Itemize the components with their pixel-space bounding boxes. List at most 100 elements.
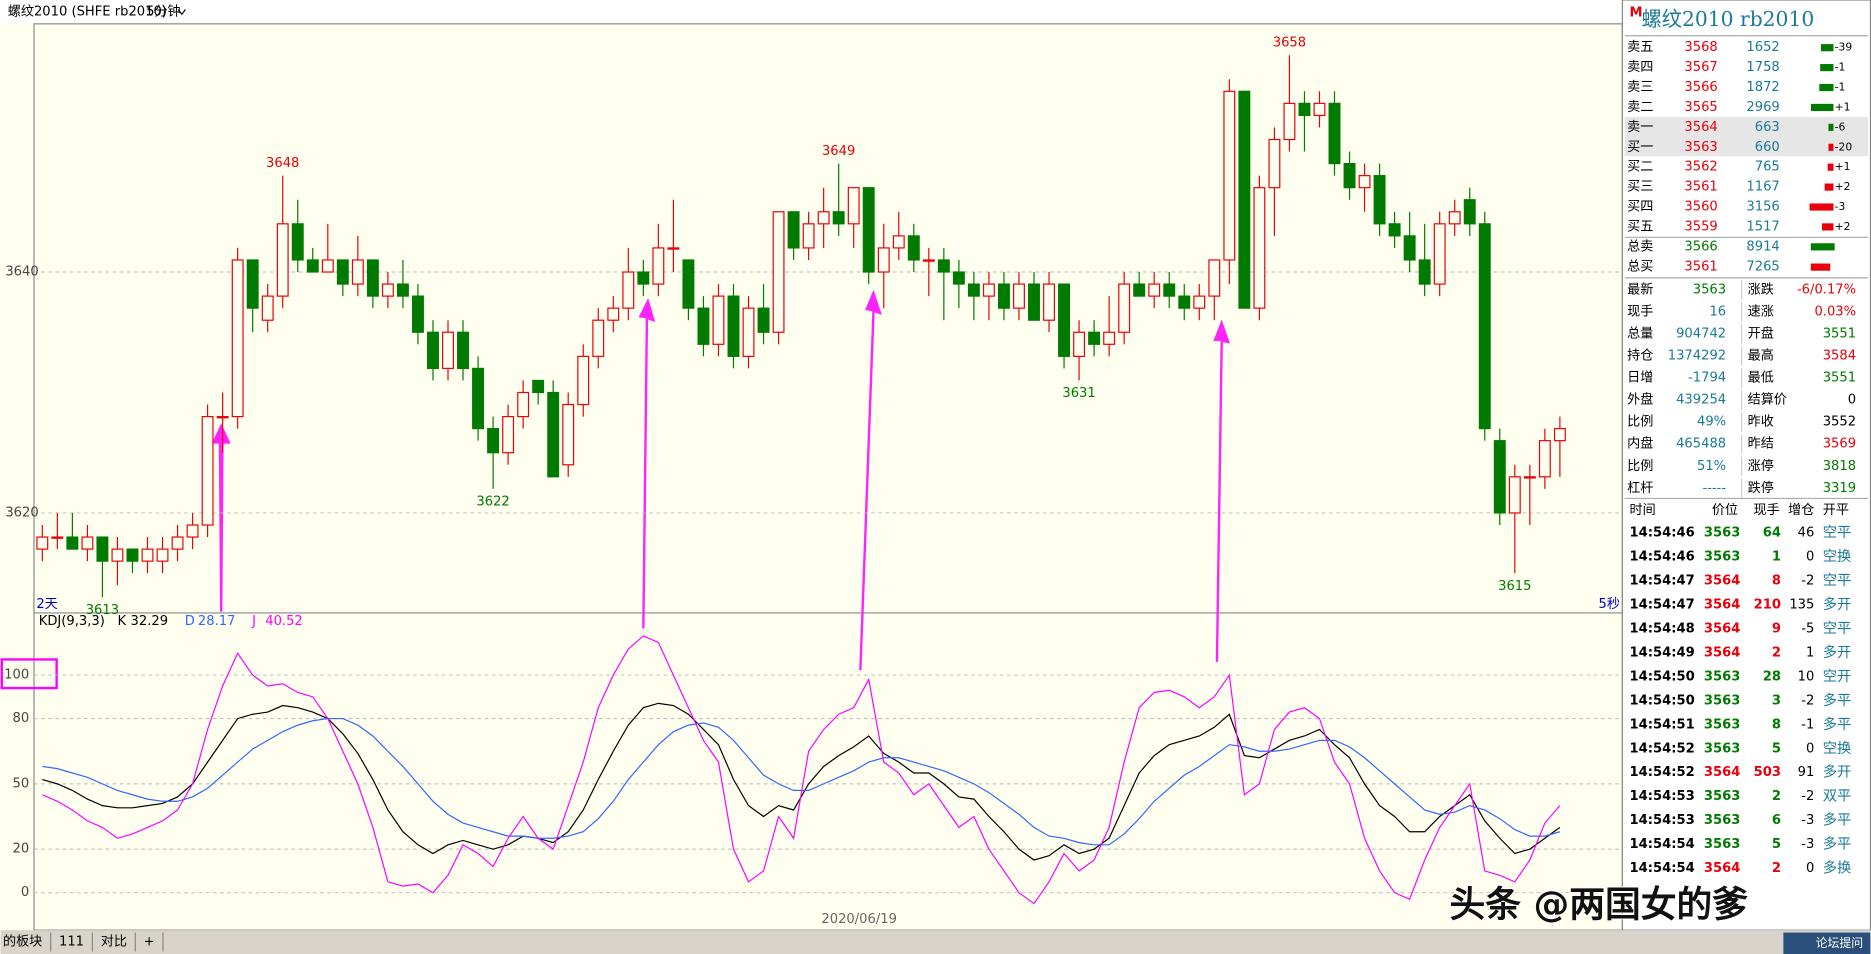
trade-oi: 91 [1798,765,1815,780]
stat-label: 昨结 [1748,436,1774,452]
trade-price: 3563 [1704,693,1740,708]
stat-value: 0.03% [1814,304,1856,319]
book-label: 卖三 [1627,79,1653,95]
book-price: 3563 [1684,140,1717,155]
candle-body [1343,162,1356,189]
candle-body [622,271,635,309]
trade-price: 3564 [1704,765,1740,780]
candle-body [1298,102,1311,117]
candle-body [1523,476,1536,479]
trade-volume: 9 [1772,621,1781,636]
candle-body [156,548,169,562]
arrow [211,423,231,612]
stat-label: 速涨 [1748,303,1774,319]
dropdown [177,9,186,16]
trade-volume: 28 [1763,669,1781,684]
indicator-line [42,717,1561,846]
trade-volume: 1 [1772,550,1781,565]
date-label: 2020/06/19 [821,912,897,927]
book-volume: 1652 [1746,40,1779,55]
interval-label[interactable]: 5秒 [1599,596,1620,612]
trade-time: 14:54:46 [1630,550,1695,565]
book-price: 3564 [1684,120,1717,135]
stat-value: 51% [1697,459,1726,474]
candle-body [427,331,439,369]
range-label[interactable]: 2天 [36,597,57,612]
arrows [211,289,1231,671]
candle-body [772,211,785,333]
period[interactable]: 5分钟 [146,2,181,19]
candle-body [592,319,605,357]
total-volume: 8914 [1746,239,1779,254]
candle-body [321,259,334,273]
trade-volume: 210 [1754,597,1781,612]
candle-body [1253,187,1266,309]
highlight-box [0,658,58,690]
footer-tab[interactable]: 对比 [101,934,127,950]
book-change: -6 [1835,120,1846,133]
trade-volume: 8 [1772,573,1781,588]
candle-body [472,367,485,430]
trade-type: 双平 [1823,788,1852,805]
footer-tab[interactable]: 111 [59,935,84,950]
trade-time: 14:54:50 [1630,669,1695,684]
stat-value: -6/0.17% [1797,282,1856,297]
book-volume: 1517 [1746,219,1779,234]
candle-body [712,295,725,345]
book-change: -3 [1835,200,1846,213]
candle-body [1328,102,1341,165]
book-change: +2 [1835,180,1851,193]
candle-body [1508,476,1521,514]
help-button[interactable] [1783,932,1871,954]
trade-volume: 2 [1772,789,1781,804]
book-volume: 765 [1755,160,1780,175]
candle-body [1088,331,1101,345]
y-tick-label: 3620 [5,505,38,520]
candle-body [261,295,274,321]
book-volume: 1758 [1746,60,1779,75]
stat-label: 外盘 [1627,391,1653,408]
trade-type: 空平 [1823,620,1852,637]
trade-price: 3564 [1704,621,1740,636]
book-bar [1824,183,1834,191]
candle-body [411,295,424,333]
trade-time: 14:54:51 [1630,717,1695,732]
candle-body [487,428,500,454]
trade-oi: 0 [1806,550,1814,565]
trade-type: 空换 [1823,740,1852,757]
candle-body [922,259,935,262]
candle-body [366,259,379,297]
trade-volume: 503 [1754,765,1781,780]
trade-header: 开平 [1823,503,1849,518]
trade-time: 14:54:50 [1630,693,1695,708]
help-label: 论坛提问 [1816,936,1864,950]
trade-volume: 8 [1772,717,1781,732]
stat-value: 0 [1848,393,1856,408]
stat-value: 3563 [1693,282,1726,297]
trade-price: 3564 [1704,861,1740,876]
candle-body [111,548,124,562]
stat-value: 3551 [1823,326,1856,341]
book-label: 卖二 [1627,99,1653,115]
trade-oi: -2 [1801,693,1814,708]
trade-time: 14:54:47 [1630,597,1695,612]
footer-tab[interactable]: 的板块 [3,934,42,950]
footer-tab[interactable]: + [144,935,155,950]
arrow [638,298,656,629]
candle-body [96,536,109,562]
trade-type: 空换 [1823,548,1852,565]
stat-label: 最低 [1748,370,1774,386]
trade-time: 14:54:46 [1630,526,1695,541]
candle-body [862,187,875,273]
y-tick-label: 20 [13,842,30,857]
stat-value: 465488 [1676,437,1726,452]
candle-body [1538,440,1551,478]
candle-body [381,283,394,297]
low-label: 3615 [1498,579,1531,594]
trade-time: 14:54:47 [1630,573,1695,588]
stat-value: 3551 [1823,371,1856,386]
stat-label: 总量 [1627,325,1653,341]
book-bar [1820,64,1834,72]
watermark: 头条 @两国女的爹 [1449,884,1748,925]
low-label: 3613 [86,603,119,618]
